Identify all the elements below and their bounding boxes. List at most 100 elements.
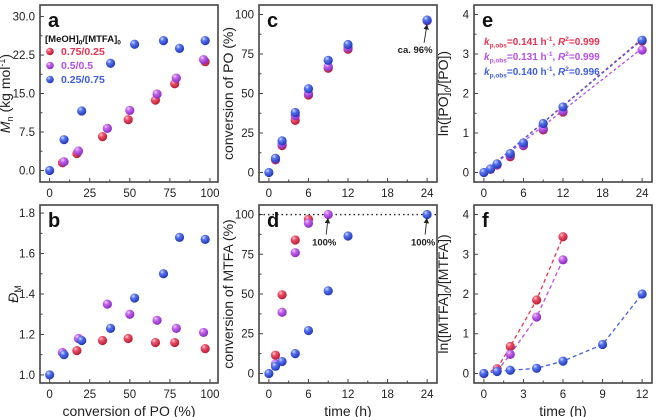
y-axis-label: Mn (kg mol-1) bbox=[0, 54, 15, 133]
data-point-blue bbox=[45, 165, 55, 176]
data-point-blue bbox=[77, 106, 87, 116]
y-tick-label: 1.2 bbox=[19, 329, 35, 341]
x-tick-label: 6 bbox=[305, 389, 311, 401]
data-point-blue bbox=[343, 231, 353, 241]
annotation-arrow bbox=[423, 24, 429, 43]
x-tick-label: 0 bbox=[46, 389, 52, 401]
annotation-arrow bbox=[324, 217, 331, 235]
data-point-purple bbox=[102, 299, 112, 309]
y-tick-label: 75 bbox=[241, 49, 254, 61]
data-point-blue bbox=[558, 102, 568, 112]
panel-label-c: c bbox=[267, 10, 278, 32]
data-point-blue bbox=[538, 118, 548, 129]
data-point-blue bbox=[105, 323, 116, 333]
data-point-red bbox=[270, 350, 281, 360]
x-tick-label: 25 bbox=[83, 389, 96, 401]
data-point-blue bbox=[532, 363, 542, 373]
y-tick-label: 4 bbox=[463, 9, 470, 21]
legend-marker-purple bbox=[46, 61, 54, 70]
data-point-blue bbox=[422, 15, 432, 25]
legend-marker-blue bbox=[46, 75, 54, 84]
annotation-text: 100% bbox=[411, 238, 436, 249]
x-axis-label: time (h) bbox=[539, 403, 586, 417]
data-point-blue bbox=[637, 35, 647, 45]
x-tick-label: 0 bbox=[481, 389, 487, 401]
data-point-blue bbox=[200, 36, 210, 46]
data-point-blue bbox=[290, 348, 300, 359]
y-tick-label: 1.4 bbox=[19, 289, 36, 301]
y-tick-label: 50 bbox=[241, 89, 254, 101]
series-line-purple bbox=[496, 259, 564, 372]
data-point-blue bbox=[59, 135, 69, 145]
data-point-red bbox=[97, 335, 108, 346]
y-tick-label: 25 bbox=[241, 128, 254, 140]
y-tick-label: 2 bbox=[463, 289, 469, 301]
panel-d: 0 6 12 18 24 0 25 50 75 100 time (h) conversion of … bbox=[220, 204, 438, 417]
data-point-blue bbox=[105, 58, 116, 68]
data-point-blue bbox=[323, 286, 333, 296]
data-point-purple bbox=[171, 323, 181, 333]
data-point-blue bbox=[59, 350, 69, 360]
x-tick-label: 12 bbox=[342, 389, 355, 401]
panel-a: 0 25 50 75 100 0.0 7.5 15.0 22.5 30.0 Mn (kg mol-1… bbox=[0, 4, 220, 200]
x-tick-label: 0 bbox=[266, 389, 272, 401]
x-tick-label: 12 bbox=[342, 188, 355, 200]
y-tick-label: 3 bbox=[463, 249, 469, 261]
x-tick-label: 25 bbox=[83, 188, 96, 200]
x-tick-label: 6 bbox=[305, 188, 311, 200]
data-point-purple bbox=[102, 123, 112, 133]
data-point-red bbox=[532, 295, 542, 305]
y-tick-label: 22.5 bbox=[13, 50, 35, 62]
x-tick-label: 100 bbox=[200, 389, 219, 401]
x-tick-label: 100 bbox=[200, 188, 219, 200]
y-tick-label: 0 bbox=[248, 168, 254, 180]
y-tick-label: 3 bbox=[463, 49, 469, 61]
x-tick-label: 24 bbox=[421, 188, 434, 200]
data-point-purple bbox=[290, 248, 300, 258]
data-point-red bbox=[97, 131, 108, 142]
fit-annotation-purple: kp,obs=0.131 h-1, R2=0.999 bbox=[484, 51, 600, 65]
y-tick-label: 15.0 bbox=[13, 89, 35, 101]
data-point-purple bbox=[152, 89, 162, 99]
x-tick-label: 50 bbox=[123, 389, 136, 401]
data-point-purple bbox=[73, 146, 84, 156]
y-tick-label: 4 bbox=[463, 210, 470, 222]
legend-marker-red bbox=[46, 47, 54, 56]
y-tick-label: 0 bbox=[463, 368, 469, 380]
data-point-blue bbox=[77, 335, 87, 346]
x-tick-label: 12 bbox=[557, 188, 570, 200]
y-axis-label: ln([MTFA]0/[MTFA]) bbox=[435, 234, 453, 353]
panel-label-f: f bbox=[482, 210, 489, 232]
y-tick-label: 7.5 bbox=[19, 127, 35, 139]
x-tick-label: 18 bbox=[381, 188, 394, 200]
y-tick-label: 30.0 bbox=[13, 12, 35, 24]
annotation-text: ca. 96% bbox=[398, 45, 433, 56]
x-tick-label: 0 bbox=[266, 188, 272, 200]
y-tick-label: 100 bbox=[235, 210, 254, 222]
data-point-purple bbox=[532, 312, 542, 322]
data-point-blue bbox=[174, 43, 185, 53]
data-point-blue bbox=[158, 36, 169, 46]
data-point-red bbox=[72, 346, 82, 356]
data-point-blue bbox=[479, 368, 489, 379]
x-tick-label: 3 bbox=[520, 389, 526, 401]
panel-label-e: e bbox=[482, 10, 493, 32]
y-tick-label: 25 bbox=[241, 329, 254, 341]
fit-annotation-red: kp,obs=0.141 h-1, R2=0.999 bbox=[484, 36, 600, 50]
y-tick-label: 0 bbox=[248, 368, 254, 380]
data-point-purple bbox=[505, 349, 515, 359]
data-point-blue bbox=[290, 107, 300, 118]
y-tick-label: 0.0 bbox=[19, 165, 35, 177]
data-point-blue bbox=[200, 234, 210, 244]
panel-label-d: d bbox=[267, 210, 279, 232]
x-tick-label: 6 bbox=[560, 389, 566, 401]
x-tick-label: 18 bbox=[596, 188, 609, 200]
data-point-purple bbox=[323, 62, 333, 72]
data-point-blue bbox=[277, 136, 287, 146]
plot-frame bbox=[473, 204, 653, 384]
data-point-purple bbox=[59, 157, 69, 167]
plot-frame bbox=[39, 4, 219, 183]
y-axis-label: conversion of MTFA (%) bbox=[220, 219, 236, 368]
x-tick-label: 24 bbox=[636, 188, 649, 200]
